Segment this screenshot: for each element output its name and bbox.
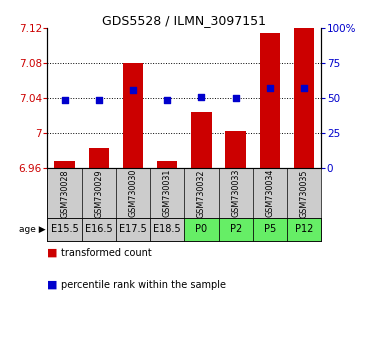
Text: E18.5: E18.5: [153, 224, 181, 234]
Bar: [225, 131, 246, 169]
Point: [130, 87, 136, 92]
Point: [301, 85, 307, 91]
Text: E16.5: E16.5: [85, 224, 112, 234]
Bar: [54, 160, 75, 169]
Text: GSM730031: GSM730031: [163, 169, 172, 217]
FancyBboxPatch shape: [150, 218, 184, 241]
FancyBboxPatch shape: [184, 218, 219, 241]
Bar: [191, 112, 212, 169]
FancyBboxPatch shape: [287, 218, 321, 241]
Text: E15.5: E15.5: [51, 224, 78, 234]
Text: P0: P0: [195, 224, 207, 234]
Text: GSM730035: GSM730035: [300, 169, 308, 217]
Text: GSM730028: GSM730028: [60, 169, 69, 217]
FancyBboxPatch shape: [47, 218, 82, 241]
Bar: [157, 160, 177, 169]
Text: GSM730034: GSM730034: [265, 169, 274, 217]
Bar: [123, 63, 143, 169]
Text: ■: ■: [47, 248, 58, 258]
Point: [267, 85, 273, 91]
Point: [164, 97, 170, 103]
Text: percentile rank within the sample: percentile rank within the sample: [61, 280, 226, 290]
Text: E17.5: E17.5: [119, 224, 147, 234]
Point: [62, 97, 68, 103]
Text: GSM730033: GSM730033: [231, 169, 240, 217]
Point: [233, 96, 239, 101]
FancyBboxPatch shape: [219, 218, 253, 241]
Title: GDS5528 / ILMN_3097151: GDS5528 / ILMN_3097151: [102, 14, 266, 27]
Bar: [294, 28, 314, 169]
Point: [199, 94, 204, 99]
Text: age ▶: age ▶: [19, 225, 46, 234]
Text: transformed count: transformed count: [61, 248, 152, 258]
Bar: [89, 148, 109, 169]
FancyBboxPatch shape: [253, 218, 287, 241]
Text: GSM730029: GSM730029: [94, 169, 103, 218]
FancyBboxPatch shape: [82, 218, 116, 241]
Text: ■: ■: [47, 280, 58, 290]
FancyBboxPatch shape: [116, 218, 150, 241]
Text: P12: P12: [295, 224, 313, 234]
Point: [96, 97, 102, 103]
Text: P5: P5: [264, 224, 276, 234]
Bar: [260, 33, 280, 169]
Text: P2: P2: [230, 224, 242, 234]
Text: GSM730030: GSM730030: [128, 169, 138, 217]
Text: GSM730032: GSM730032: [197, 169, 206, 217]
